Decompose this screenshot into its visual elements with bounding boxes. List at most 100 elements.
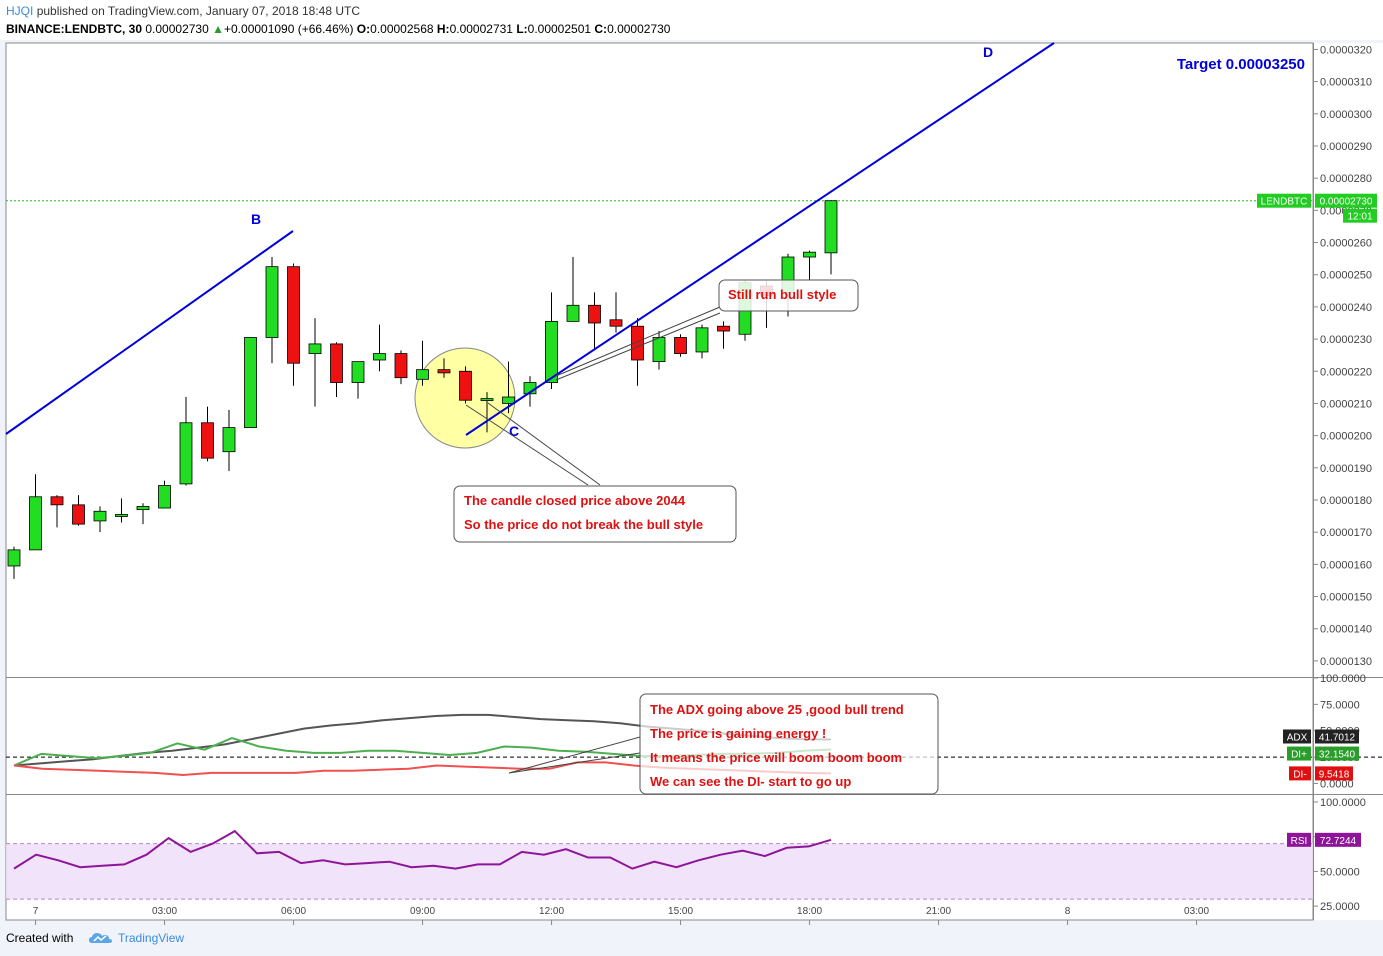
candle bbox=[136, 503, 150, 525]
wave-line-cd bbox=[465, 42, 1055, 436]
candle-body bbox=[136, 506, 150, 511]
close-value: 0.00002730 bbox=[607, 22, 671, 36]
low-value: 0.00002501 bbox=[527, 22, 592, 36]
rsi-name-tag-bg bbox=[1287, 832, 1311, 847]
candle-body bbox=[265, 266, 279, 338]
tradingview-link[interactable]: TradingView bbox=[118, 931, 185, 945]
chart-canvas[interactable]: 0.0000320 0.0000310 0.0000300 0.0000290 0.00… bbox=[0, 40, 1383, 925]
candle-body bbox=[588, 304, 601, 324]
adx-name-tag-bg bbox=[1283, 729, 1311, 744]
di-plus-name-tag: DI+ bbox=[1291, 750, 1307, 761]
dmi-tick-label: 75.0000 bbox=[1320, 699, 1360, 711]
candle-body bbox=[416, 369, 429, 380]
candle-body bbox=[480, 398, 494, 402]
candle bbox=[265, 257, 279, 364]
high-label: H: bbox=[436, 22, 450, 36]
candle-body bbox=[330, 343, 343, 383]
candle bbox=[158, 480, 171, 509]
bull-note-text: Still run bull style bbox=[728, 287, 836, 302]
callout-pointer-2b bbox=[555, 312, 721, 381]
price-tick-label: 0.0000280 bbox=[1320, 173, 1372, 185]
price-tick-label: 0.0000260 bbox=[1320, 238, 1372, 250]
candle bbox=[308, 318, 322, 407]
candle bbox=[652, 331, 666, 370]
price-tick-label: 0.0000160 bbox=[1320, 559, 1372, 571]
candle bbox=[287, 263, 300, 386]
close-label: C: bbox=[594, 22, 608, 36]
candle-body bbox=[631, 325, 644, 361]
candle-body bbox=[201, 422, 214, 459]
candle-body bbox=[803, 251, 816, 258]
last-price: 0.00002730 bbox=[145, 22, 209, 36]
open-value: 0.00002568 bbox=[370, 22, 434, 36]
price-tick-label: 0.0000210 bbox=[1320, 398, 1372, 410]
footer: Created with TradingView bbox=[0, 925, 1383, 956]
candle bbox=[115, 498, 128, 523]
time-tick-label: 15:00 bbox=[668, 906, 693, 917]
candle-body bbox=[308, 343, 322, 354]
bull-note-box[interactable] bbox=[718, 279, 859, 312]
candle bbox=[717, 321, 730, 349]
value-tags: LENDBTC 0.00002730 12:01 ADX 41.7012 DI+ 32.15… bbox=[1257, 193, 1377, 847]
price-tick-label: 0.0000250 bbox=[1320, 270, 1372, 282]
price-tick-label: 0.0000140 bbox=[1320, 624, 1372, 636]
candle bbox=[50, 495, 64, 528]
candle bbox=[330, 342, 343, 398]
candle-body bbox=[50, 496, 64, 506]
rsi-tick-label: 100.0000 bbox=[1320, 797, 1366, 809]
time-tick-label: 03:00 bbox=[152, 906, 177, 917]
price-tick-label: 0.0000290 bbox=[1320, 141, 1372, 153]
candle-body bbox=[179, 422, 193, 485]
candle-body bbox=[609, 319, 623, 327]
low-label: L: bbox=[516, 22, 528, 36]
price-tick-label: 0.0000220 bbox=[1320, 366, 1372, 378]
adx-note-line3: It means the price will boom boom boom bbox=[650, 750, 902, 765]
open-label: O: bbox=[356, 22, 371, 36]
di-minus-value-tag: 9.5418 bbox=[1319, 769, 1350, 780]
candle bbox=[72, 495, 85, 526]
candle bbox=[459, 366, 472, 404]
rsi-tick-label: 50.0000 bbox=[1320, 866, 1360, 878]
time-tick-label: 21:00 bbox=[926, 906, 951, 917]
countdown-tag: 12:01 bbox=[1347, 212, 1372, 223]
ohlc-line: BINANCE:LENDBTC, 30 0.00002730 ▲+0.00001… bbox=[6, 22, 670, 36]
rsi-tick-label: 25.0000 bbox=[1320, 901, 1360, 913]
rsi-band bbox=[6, 843, 1313, 900]
candle-body bbox=[222, 427, 236, 453]
candle bbox=[394, 350, 408, 385]
di-minus-name-tag-bg bbox=[1289, 766, 1311, 781]
price-tick-label: 0.0000150 bbox=[1320, 592, 1372, 604]
candle bbox=[502, 361, 515, 414]
author-link[interactable]: HJQI bbox=[6, 4, 34, 18]
publish-info: published on TradingView.com, January 07… bbox=[36, 4, 361, 18]
time-tick-label: 06:00 bbox=[281, 906, 306, 917]
candle bbox=[179, 397, 193, 486]
time-axis[interactable]: 7 03:00 06:00 09:00 12:00 15:00 18:00 21:00 8 03:… bbox=[33, 906, 1210, 925]
candle bbox=[201, 406, 214, 462]
adx-value-tag: 41.7012 bbox=[1319, 732, 1356, 743]
rsi-value-tag-bg bbox=[1315, 832, 1361, 847]
candle-body bbox=[351, 361, 365, 383]
dmi-tick-label: 100.0000 bbox=[1320, 673, 1366, 685]
di-plus-name-tag-bg bbox=[1287, 746, 1311, 761]
candle-body bbox=[287, 266, 300, 364]
candle-note-box[interactable] bbox=[453, 485, 737, 543]
time-tick-label: 18:00 bbox=[797, 906, 822, 917]
candle-body bbox=[394, 353, 408, 379]
candle-body bbox=[437, 369, 451, 374]
adx-note-box[interactable] bbox=[639, 693, 939, 795]
wave-label-b: B bbox=[251, 211, 261, 227]
candle-body bbox=[244, 337, 257, 428]
time-tick-label: 03:00 bbox=[1184, 906, 1209, 917]
candle-body bbox=[566, 304, 580, 322]
candle bbox=[695, 324, 709, 359]
target-label: Target 0.00003250 bbox=[1177, 56, 1305, 73]
dmi-tick-label: 0.0000 bbox=[1320, 778, 1354, 790]
wave-label-c: C bbox=[509, 423, 519, 439]
di-minus-name-tag: DI- bbox=[1293, 769, 1306, 780]
candle bbox=[29, 474, 42, 551]
candle-body bbox=[93, 510, 107, 522]
candle bbox=[803, 250, 816, 280]
countdown-tag-bg bbox=[1343, 208, 1377, 223]
candle bbox=[437, 358, 451, 378]
